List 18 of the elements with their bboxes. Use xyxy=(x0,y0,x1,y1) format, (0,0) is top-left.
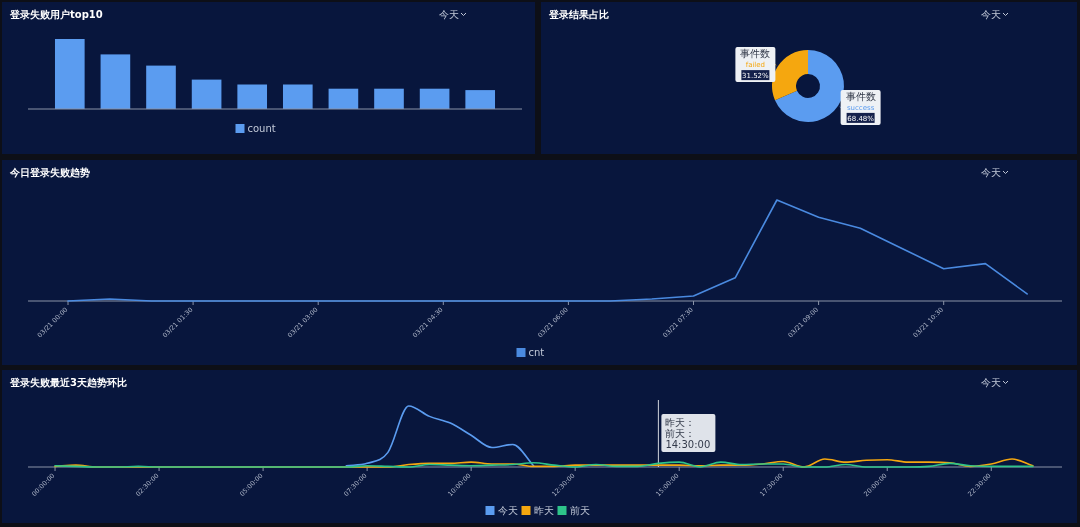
legend-label: 前天 xyxy=(569,505,590,516)
chart-title: 今日登录失败趋势 xyxy=(9,167,90,178)
annotation: 昨天： xyxy=(665,417,696,428)
text: 今天 xyxy=(981,377,1001,388)
annotation: 前天： xyxy=(665,428,696,439)
text: 事件数 xyxy=(845,90,876,102)
text: 今天 xyxy=(981,167,1001,178)
text: 今天 xyxy=(439,9,459,20)
text: 登录结果占比 xyxy=(548,9,609,20)
annotation: 14:30:00 xyxy=(665,439,711,450)
legend-label: cnt xyxy=(528,347,545,358)
legend-label: 今天 xyxy=(497,505,518,516)
legend-label: count xyxy=(247,123,276,134)
chart-title: 登录失败最近3天趋势环比 xyxy=(9,377,127,388)
text: 事件数 xyxy=(740,48,771,60)
text: 今天 xyxy=(981,9,1001,20)
legend-label: 昨天 xyxy=(533,505,554,516)
chart-title: 登录失败用户top10 xyxy=(9,9,103,20)
